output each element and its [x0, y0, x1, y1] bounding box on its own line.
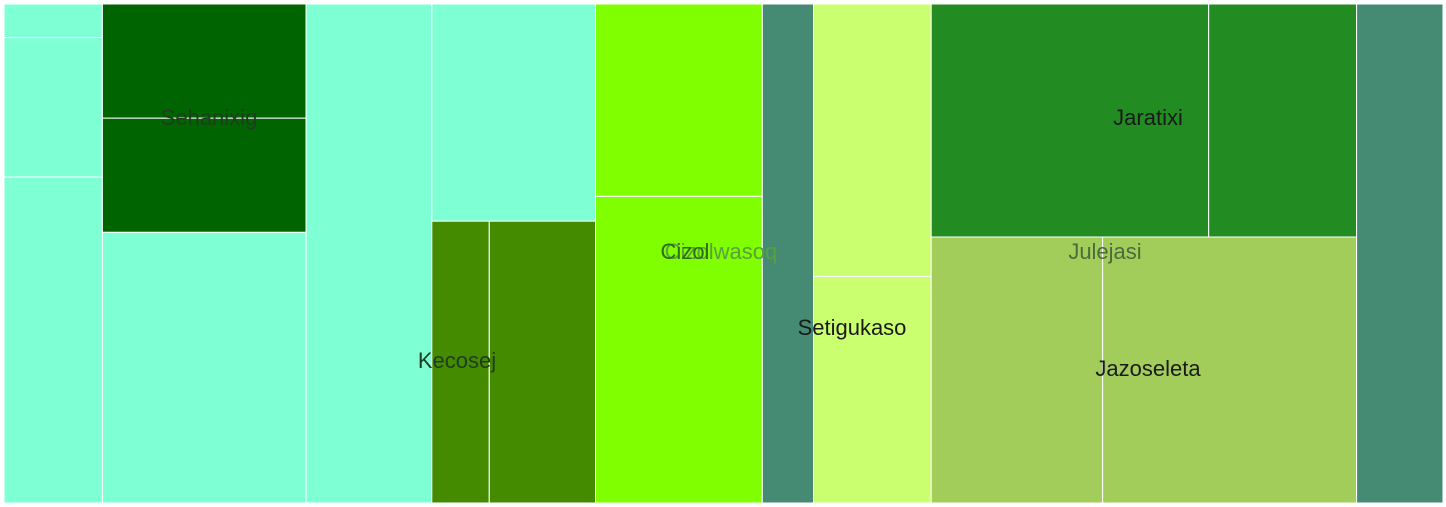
- group-label-julejasi: Julejasi: [1068, 239, 1141, 264]
- treemap-tile-group-2-1: [305, 3, 433, 504]
- treemap-tile-group-5-1: [761, 3, 814, 504]
- treemap-tile-kecosej-top: [431, 3, 596, 222]
- group-label-sehanixig: Sehanixig: [161, 105, 258, 130]
- treemap-tile-julejasi-4: [1102, 236, 1358, 504]
- treemap-tile-group-0-1: [3, 3, 103, 39]
- treemap-tile-julejasi-3: [930, 236, 1104, 504]
- leaf-label-jaratixi: Jaratixi: [1113, 105, 1183, 130]
- leaf-label-cizol: Cizol: [661, 239, 710, 264]
- treemap-tile-group-0-3: [3, 176, 103, 504]
- treemap-tile-sehanixig-2: [101, 117, 307, 233]
- treemap-tile-julejasi-1: [930, 3, 1210, 238]
- treemap-tile-setigukaso-1: [813, 3, 932, 277]
- leaf-label-setigukaso: Setigukaso: [798, 315, 907, 340]
- treemap-tile-setigukaso-2: [813, 276, 932, 504]
- group-label-cizolwasoq: Cizolwasoq: [665, 239, 778, 264]
- treemap-tile-group-8-1: [1356, 3, 1444, 504]
- treemap-labels: Sehanixig Kecosej Cizolwasoq Julejasi Ci…: [161, 105, 1202, 381]
- leaf-label-jazoseleta: Jazoseleta: [1095, 356, 1201, 381]
- treemap-tile-kecosej-2: [488, 220, 597, 504]
- treemap-tile-sehanixig-3: [101, 231, 307, 504]
- treemap-tile-julejasi-2: [1208, 3, 1358, 238]
- treemap-tile-sehanixig-1: [101, 3, 307, 119]
- treemap-tile-group-0-2: [3, 37, 103, 178]
- treemap-tile-kecosej-1: [431, 220, 490, 504]
- group-label-kecosej: Kecosej: [418, 348, 496, 373]
- treemap-tiles: [3, 3, 1444, 504]
- treemap-tile-cizolwasoq-1: [595, 3, 763, 197]
